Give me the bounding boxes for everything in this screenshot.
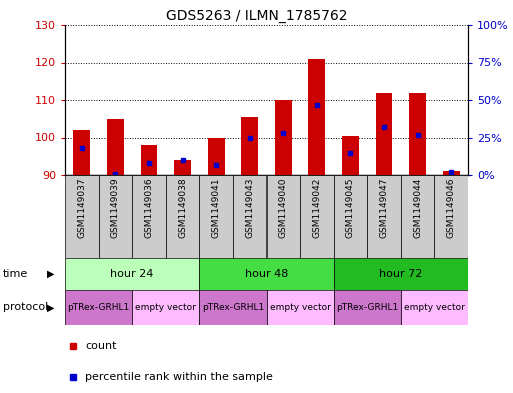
Bar	[333, 175, 367, 258]
Bar	[367, 175, 401, 258]
Bar	[65, 290, 132, 325]
Text: pTRex-GRHL1: pTRex-GRHL1	[67, 303, 130, 312]
Text: GSM1149038: GSM1149038	[178, 178, 187, 238]
Bar	[174, 160, 191, 175]
Bar	[401, 290, 468, 325]
Text: pTRex-GRHL1: pTRex-GRHL1	[202, 303, 264, 312]
Bar	[208, 138, 225, 175]
Text: GSM1149043: GSM1149043	[245, 178, 254, 238]
Text: GSM1149044: GSM1149044	[413, 178, 422, 238]
Bar	[401, 175, 435, 258]
Bar	[333, 258, 468, 290]
Text: empty vector: empty vector	[270, 303, 330, 312]
Text: time: time	[3, 269, 28, 279]
Text: empty vector: empty vector	[135, 303, 196, 312]
Bar	[275, 100, 292, 175]
Bar	[141, 145, 157, 175]
Text: empty vector: empty vector	[404, 303, 465, 312]
Text: GSM1149039: GSM1149039	[111, 178, 120, 238]
Bar	[200, 290, 266, 325]
Text: ▶: ▶	[47, 269, 54, 279]
Bar	[200, 175, 233, 258]
Bar	[266, 290, 333, 325]
Bar	[342, 136, 359, 175]
Bar	[308, 59, 325, 175]
Bar	[435, 175, 468, 258]
Text: count: count	[85, 341, 116, 351]
Text: hour 48: hour 48	[245, 269, 288, 279]
Bar	[65, 258, 200, 290]
Text: GSM1149041: GSM1149041	[212, 178, 221, 238]
Text: GSM1149047: GSM1149047	[380, 178, 388, 238]
Text: hour 24: hour 24	[110, 269, 154, 279]
Text: hour 72: hour 72	[379, 269, 423, 279]
Bar	[300, 175, 333, 258]
Text: ▶: ▶	[47, 303, 54, 312]
Bar	[409, 92, 426, 175]
Bar	[107, 119, 124, 175]
Text: protocol: protocol	[3, 303, 48, 312]
Bar	[241, 117, 258, 175]
Text: GSM1149040: GSM1149040	[279, 178, 288, 238]
Text: GSM1149036: GSM1149036	[145, 178, 153, 238]
Bar	[65, 175, 98, 258]
Bar	[266, 175, 300, 258]
Text: GSM1149037: GSM1149037	[77, 178, 86, 238]
Bar	[443, 171, 460, 175]
Text: GSM1149046: GSM1149046	[447, 178, 456, 238]
Bar	[166, 175, 200, 258]
Bar	[132, 175, 166, 258]
Bar	[73, 130, 90, 175]
Bar	[200, 258, 333, 290]
Text: GSM1149045: GSM1149045	[346, 178, 355, 238]
Text: pTRex-GRHL1: pTRex-GRHL1	[336, 303, 399, 312]
Bar	[233, 175, 266, 258]
Bar	[376, 92, 392, 175]
Bar	[333, 290, 401, 325]
Bar	[98, 175, 132, 258]
Text: GDS5263 / ILMN_1785762: GDS5263 / ILMN_1785762	[166, 9, 347, 23]
Text: GSM1149042: GSM1149042	[312, 178, 321, 238]
Bar	[132, 290, 200, 325]
Text: percentile rank within the sample: percentile rank within the sample	[85, 372, 273, 382]
